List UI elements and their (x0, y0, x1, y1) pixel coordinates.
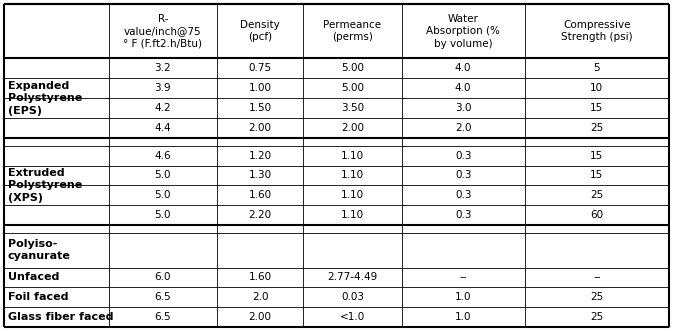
Text: 4.6: 4.6 (155, 151, 171, 161)
Text: 1.60: 1.60 (248, 272, 272, 282)
Text: Compressive
Strength (psi): Compressive Strength (psi) (561, 20, 633, 42)
Text: Expanded
Polystyrene
(EPS): Expanded Polystyrene (EPS) (8, 81, 82, 116)
Text: 3.2: 3.2 (155, 64, 171, 73)
Text: 15: 15 (590, 103, 604, 113)
Text: 1.0: 1.0 (455, 312, 471, 322)
Text: 4.2: 4.2 (155, 103, 171, 113)
Text: 2.00: 2.00 (248, 123, 271, 133)
Text: Glass fiber faced: Glass fiber faced (8, 312, 114, 322)
Text: 25: 25 (590, 292, 604, 302)
Text: 5: 5 (594, 64, 600, 73)
Text: 0.03: 0.03 (341, 292, 364, 302)
Text: Extruded
Polystyrene
(XPS): Extruded Polystyrene (XPS) (8, 168, 82, 203)
Text: 1.10: 1.10 (341, 170, 364, 180)
Text: --: -- (460, 272, 467, 282)
Text: <1.0: <1.0 (340, 312, 365, 322)
Text: Foil faced: Foil faced (8, 292, 69, 302)
Text: 2.0: 2.0 (252, 292, 269, 302)
Text: 1.10: 1.10 (341, 210, 364, 220)
Text: 15: 15 (590, 151, 604, 161)
Text: 5.0: 5.0 (155, 190, 171, 200)
Text: 6.5: 6.5 (155, 292, 171, 302)
Text: 1.20: 1.20 (248, 151, 272, 161)
Text: 25: 25 (590, 123, 604, 133)
Text: 4.0: 4.0 (455, 83, 471, 93)
Text: 3.0: 3.0 (455, 103, 471, 113)
Text: 4.0: 4.0 (455, 64, 471, 73)
Text: 5.00: 5.00 (341, 64, 364, 73)
Text: 5.0: 5.0 (155, 210, 171, 220)
Text: 0.3: 0.3 (455, 151, 471, 161)
Text: Permeance
(perms): Permeance (perms) (324, 20, 382, 42)
Text: Density
(pcf): Density (pcf) (240, 20, 280, 42)
Text: Polyiso-
cyanurate: Polyiso- cyanurate (8, 239, 71, 261)
Text: 60: 60 (590, 210, 604, 220)
Text: 2.00: 2.00 (248, 312, 271, 322)
Text: 6.5: 6.5 (155, 312, 171, 322)
Text: 5.00: 5.00 (341, 83, 364, 93)
Text: 1.10: 1.10 (341, 190, 364, 200)
Text: 2.00: 2.00 (341, 123, 364, 133)
Text: 3.9: 3.9 (155, 83, 171, 93)
Text: 1.50: 1.50 (248, 103, 272, 113)
Text: 1.60: 1.60 (248, 190, 272, 200)
Text: 0.75: 0.75 (248, 64, 272, 73)
Text: 2.77-4.49: 2.77-4.49 (327, 272, 378, 282)
Text: Unfaced: Unfaced (8, 272, 59, 282)
Text: 0.3: 0.3 (455, 170, 471, 180)
Text: 25: 25 (590, 312, 604, 322)
Text: 1.30: 1.30 (248, 170, 272, 180)
Text: Water
Absorption (%
by volume): Water Absorption (% by volume) (426, 14, 500, 49)
Text: 1.0: 1.0 (455, 292, 471, 302)
Text: 6.0: 6.0 (155, 272, 171, 282)
Text: --: -- (593, 272, 600, 282)
Text: 10: 10 (590, 83, 604, 93)
Text: 15: 15 (590, 170, 604, 180)
Text: 1.00: 1.00 (248, 83, 271, 93)
Text: 4.4: 4.4 (155, 123, 171, 133)
Text: 2.0: 2.0 (455, 123, 471, 133)
Text: 1.10: 1.10 (341, 151, 364, 161)
Text: R-
value/inch@75
° F (F.ft2.h/Btu): R- value/inch@75 ° F (F.ft2.h/Btu) (123, 14, 203, 49)
Text: 25: 25 (590, 190, 604, 200)
Text: 3.50: 3.50 (341, 103, 364, 113)
Text: 5.0: 5.0 (155, 170, 171, 180)
Text: 2.20: 2.20 (248, 210, 272, 220)
Text: 0.3: 0.3 (455, 210, 471, 220)
Text: 0.3: 0.3 (455, 190, 471, 200)
